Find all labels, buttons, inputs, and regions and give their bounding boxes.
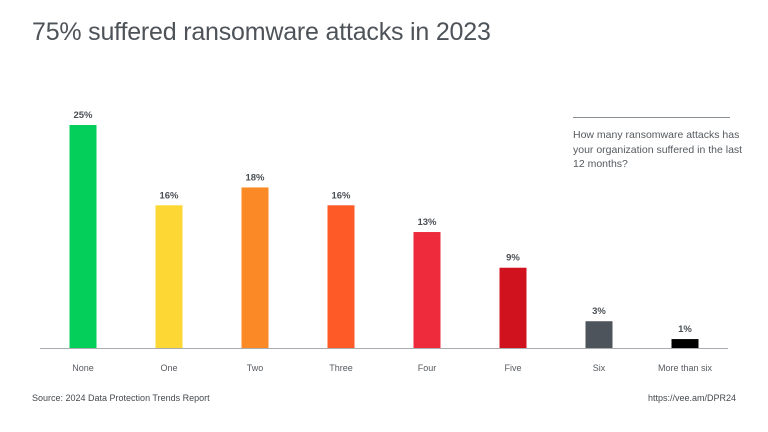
bar-five	[499, 267, 527, 348]
data-label: 16%	[159, 190, 179, 201]
bar-one	[155, 205, 183, 348]
bar-more-than-six	[671, 339, 699, 348]
bar-three	[327, 205, 355, 348]
data-label: 3%	[592, 306, 606, 317]
annotation-divider	[573, 117, 730, 118]
data-label: 25%	[73, 110, 93, 121]
data-label: 13%	[417, 217, 437, 228]
data-label: 9%	[506, 253, 520, 264]
x-tick-label: Four	[418, 363, 437, 373]
x-tick-label: None	[72, 363, 94, 373]
data-label: 18%	[245, 172, 265, 183]
x-tick-label: Five	[504, 363, 521, 373]
bar-six	[585, 321, 613, 348]
data-label: 1%	[678, 324, 692, 335]
x-tick-label: One	[160, 363, 177, 373]
chart-title: 75% suffered ransomware attacks in 2023	[32, 18, 491, 46]
source-note: Source: 2024 Data Protection Trends Repo…	[32, 393, 210, 403]
data-label: 16%	[331, 190, 351, 201]
bar-none	[69, 125, 97, 348]
survey-question: How many ransomware attacks has your org…	[573, 129, 743, 170]
source-link[interactable]: https://vee.am/DPR24	[647, 393, 736, 403]
x-tick-label: Six	[593, 363, 606, 373]
x-tick-label: More than six	[658, 363, 713, 373]
x-tick-label: Two	[247, 363, 264, 373]
bar-four	[413, 232, 441, 348]
bar-two	[241, 187, 269, 348]
x-tick-label: Three	[329, 363, 353, 373]
